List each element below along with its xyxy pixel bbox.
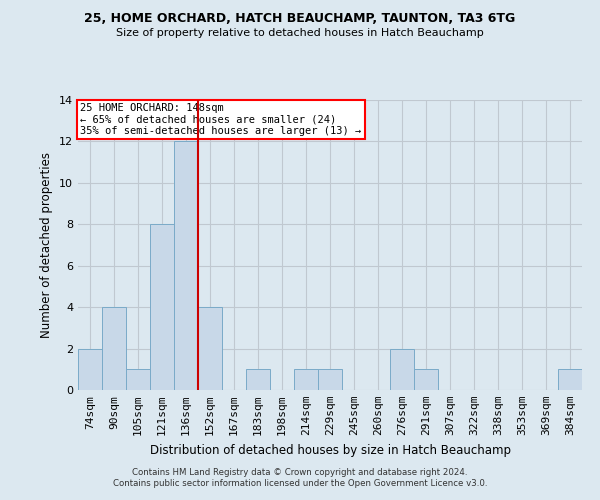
Bar: [390, 348, 414, 390]
Text: 25 HOME ORCHARD: 148sqm
← 65% of detached houses are smaller (24)
35% of semi-de: 25 HOME ORCHARD: 148sqm ← 65% of detache…: [80, 103, 362, 136]
X-axis label: Distribution of detached houses by size in Hatch Beauchamp: Distribution of detached houses by size …: [149, 444, 511, 456]
Bar: [246, 370, 270, 390]
Bar: [126, 370, 150, 390]
Text: Size of property relative to detached houses in Hatch Beauchamp: Size of property relative to detached ho…: [116, 28, 484, 38]
Bar: [414, 370, 438, 390]
Bar: [318, 370, 342, 390]
Bar: [78, 348, 102, 390]
Y-axis label: Number of detached properties: Number of detached properties: [40, 152, 53, 338]
Bar: [150, 224, 174, 390]
Bar: [174, 142, 198, 390]
Bar: [198, 307, 222, 390]
Bar: [294, 370, 318, 390]
Bar: [558, 370, 582, 390]
Text: 25, HOME ORCHARD, HATCH BEAUCHAMP, TAUNTON, TA3 6TG: 25, HOME ORCHARD, HATCH BEAUCHAMP, TAUNT…: [85, 12, 515, 26]
Bar: [102, 307, 126, 390]
Text: Contains HM Land Registry data © Crown copyright and database right 2024.
Contai: Contains HM Land Registry data © Crown c…: [113, 468, 487, 487]
